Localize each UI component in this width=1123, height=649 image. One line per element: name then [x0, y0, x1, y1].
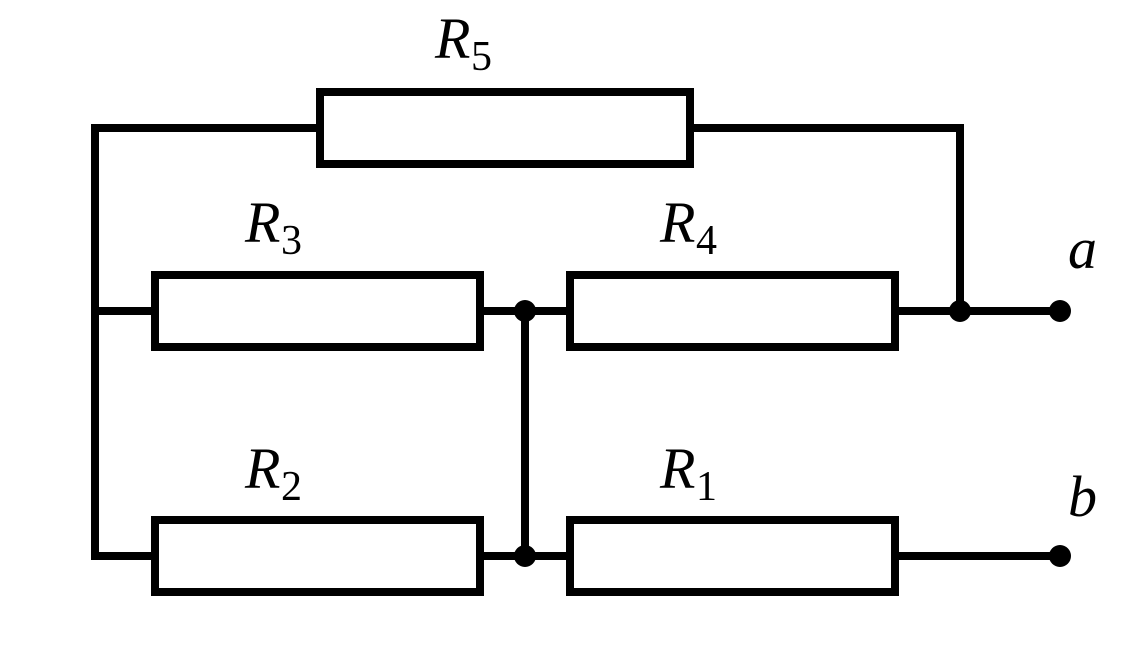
circuit-diagram: R5R3R4R2R1ab — [0, 0, 1123, 649]
label-sub-R4: 4 — [696, 218, 717, 264]
resistor-R4 — [570, 275, 895, 347]
label-R4: R — [659, 190, 695, 255]
resistor-R3 — [155, 275, 480, 347]
label-R5: R — [434, 6, 470, 71]
resistor-R1 — [570, 520, 895, 592]
label-sub-R2: 2 — [281, 464, 302, 510]
label-sub-R3: 3 — [281, 218, 302, 264]
resistor-R2 — [155, 520, 480, 592]
node-2 — [949, 300, 971, 322]
label-R3: R — [244, 190, 280, 255]
terminal-label-b: b — [1068, 464, 1097, 529]
terminal-a — [1049, 300, 1071, 322]
label-R2: R — [244, 436, 280, 501]
label-sub-R5: 5 — [471, 34, 492, 80]
resistor-R5 — [320, 92, 690, 164]
label-sub-R1: 1 — [696, 464, 717, 510]
label-R1: R — [659, 436, 695, 501]
node-1 — [514, 545, 536, 567]
terminal-label-a: a — [1068, 216, 1097, 281]
node-0 — [514, 300, 536, 322]
terminal-b — [1049, 545, 1071, 567]
